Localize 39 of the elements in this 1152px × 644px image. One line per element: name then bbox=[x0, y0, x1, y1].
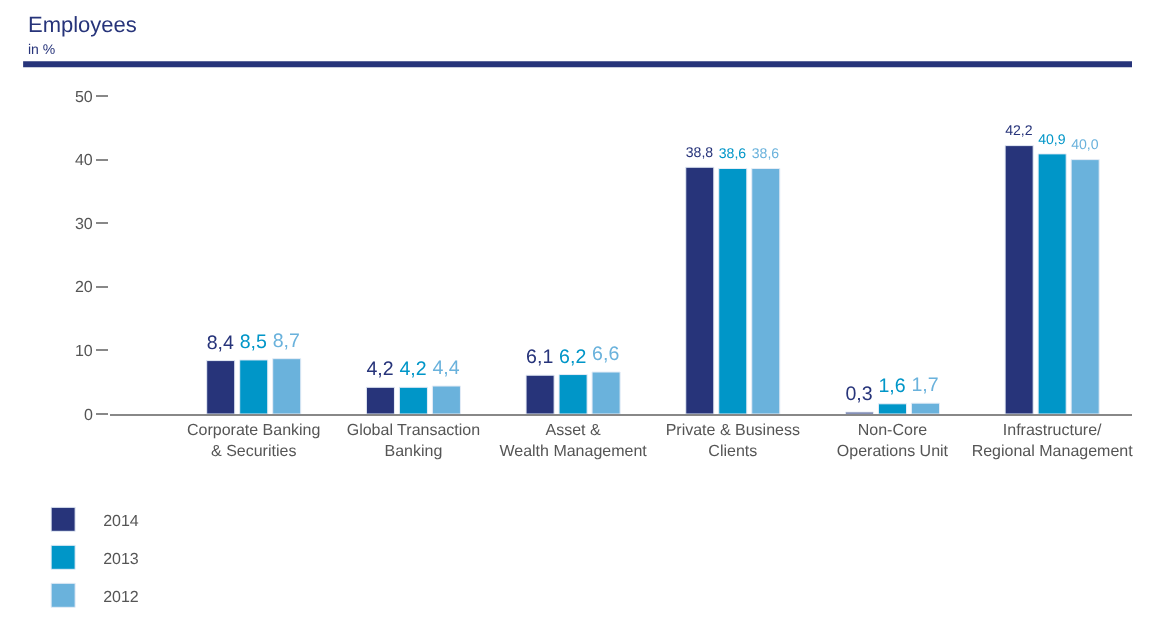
y-tick-label: 40 bbox=[74, 151, 94, 170]
x-tick-label: Global Transaction Banking bbox=[346, 421, 481, 460]
data-label: 1,6 bbox=[878, 375, 906, 398]
x-tick-label: Corporate Banking & Securities bbox=[187, 421, 321, 460]
bar bbox=[877, 403, 907, 414]
data-label: 4,2 bbox=[399, 359, 427, 382]
data-label: 6,1 bbox=[526, 347, 554, 370]
data-label: 8,4 bbox=[206, 332, 236, 355]
x-tick-label: Asset & Wealth Management bbox=[499, 421, 649, 460]
bar bbox=[398, 386, 428, 414]
bar bbox=[751, 168, 781, 414]
bar bbox=[365, 386, 395, 414]
bar bbox=[239, 359, 269, 414]
y-tick-label: 50 bbox=[74, 87, 94, 106]
bar bbox=[206, 360, 236, 414]
bar bbox=[272, 358, 302, 414]
chart-title: Employees bbox=[28, 14, 138, 38]
y-tick-label: 30 bbox=[74, 214, 94, 233]
data-label: 8,7 bbox=[272, 330, 300, 353]
legend-label: 2014 bbox=[103, 511, 140, 530]
data-label: 0,3 bbox=[845, 384, 873, 407]
legend-label: 2012 bbox=[103, 587, 140, 606]
data-label: 4,2 bbox=[366, 359, 394, 382]
y-tick-label: 20 bbox=[74, 278, 94, 297]
bar bbox=[431, 385, 461, 414]
x-tick-label: Infrastructure/ Regional Management bbox=[971, 421, 1135, 460]
x-tick-label: Non-Core Operations Unit bbox=[836, 421, 950, 460]
data-label: 4,4 bbox=[432, 358, 461, 381]
data-label: 1,7 bbox=[911, 375, 939, 398]
data-label: 6,2 bbox=[559, 346, 587, 369]
legend-label: 2013 bbox=[103, 549, 140, 568]
x-tick-label: Private & Business Clients bbox=[665, 421, 800, 460]
y-tick-label: 0 bbox=[83, 405, 94, 424]
bar bbox=[718, 168, 748, 414]
data-label: 6,6 bbox=[592, 344, 620, 367]
y-tick-label: 10 bbox=[74, 342, 94, 360]
data-label: 8,5 bbox=[239, 332, 269, 355]
bar bbox=[685, 166, 715, 414]
bar bbox=[910, 402, 940, 414]
